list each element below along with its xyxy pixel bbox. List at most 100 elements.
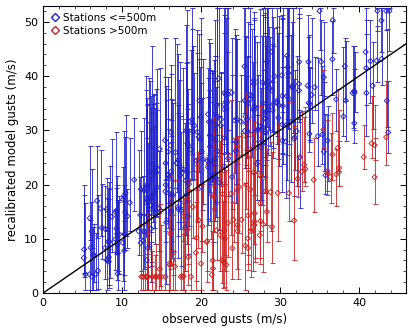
Stations <=500m: [212, 126, 218, 131]
Stations <=500m: [122, 191, 129, 196]
Stations <=500m: [259, 138, 265, 144]
Stations <=500m: [340, 114, 346, 119]
Stations <=500m: [168, 209, 174, 214]
Stations >500m: [157, 266, 163, 272]
Stations >500m: [167, 262, 173, 268]
Stations >500m: [333, 172, 339, 177]
Stations <=500m: [211, 122, 218, 127]
Stations >500m: [229, 246, 236, 251]
Stations >500m: [180, 213, 187, 219]
Stations >500m: [199, 223, 206, 229]
Stations <=500m: [176, 162, 183, 168]
Stations <=500m: [156, 146, 163, 152]
Stations <=500m: [81, 247, 87, 252]
Stations <=500m: [267, 86, 274, 91]
X-axis label: observed gusts (m/s): observed gusts (m/s): [162, 313, 287, 326]
Stations <=500m: [183, 128, 190, 133]
Stations >500m: [383, 134, 389, 140]
Stations <=500m: [214, 148, 220, 154]
Stations <=500m: [349, 90, 356, 96]
Stations <=500m: [112, 209, 119, 215]
Stations <=500m: [91, 253, 98, 258]
Stations <=500m: [143, 187, 150, 193]
Stations <=500m: [104, 226, 111, 232]
Stations >500m: [152, 274, 159, 280]
Stations >500m: [230, 217, 237, 222]
Stations <=500m: [274, 100, 281, 105]
Stations >500m: [257, 201, 263, 206]
Stations <=500m: [280, 103, 286, 109]
Stations <=500m: [262, 130, 269, 135]
Stations >500m: [298, 169, 305, 174]
Stations <=500m: [322, 173, 329, 178]
Stations <=500m: [140, 188, 147, 193]
Stations >500m: [228, 191, 234, 197]
Stations <=500m: [146, 198, 152, 204]
Stations >500m: [234, 222, 241, 228]
Stations <=500m: [145, 212, 151, 218]
Stations <=500m: [275, 115, 282, 121]
Stations >500m: [251, 219, 258, 224]
Stations >500m: [242, 243, 249, 248]
Stations <=500m: [316, 8, 323, 14]
Stations <=500m: [211, 160, 217, 166]
Stations >500m: [291, 218, 297, 223]
Stations <=500m: [185, 213, 191, 219]
Stations <=500m: [173, 160, 180, 166]
Stations <=500m: [150, 171, 156, 176]
Stations >500m: [335, 145, 341, 150]
Stations <=500m: [229, 174, 235, 180]
Legend: Stations <=500m, Stations >500m: Stations <=500m, Stations >500m: [48, 11, 158, 38]
Stations >500m: [184, 227, 191, 232]
Stations <=500m: [189, 121, 195, 126]
Stations >500m: [185, 254, 192, 260]
Stations <=500m: [87, 245, 94, 250]
Stations <=500m: [222, 92, 229, 97]
Stations <=500m: [95, 268, 101, 274]
Stations >500m: [153, 274, 159, 280]
Stations >500m: [211, 194, 217, 200]
Stations <=500m: [374, 8, 381, 14]
Stations <=500m: [262, 110, 269, 115]
Stations <=500m: [162, 161, 169, 166]
Stations >500m: [243, 182, 250, 188]
Stations <=500m: [247, 92, 253, 97]
Stations <=500m: [115, 251, 121, 256]
Stations >500m: [257, 218, 264, 224]
Stations <=500m: [383, 8, 389, 14]
Stations >500m: [190, 204, 196, 209]
Stations <=500m: [97, 206, 104, 211]
Stations <=500m: [165, 149, 171, 154]
Stations <=500m: [177, 168, 184, 173]
Stations <=500m: [106, 239, 113, 244]
Stations <=500m: [113, 226, 120, 231]
Stations >500m: [257, 232, 263, 238]
Stations <=500m: [287, 120, 294, 125]
Stations >500m: [217, 232, 223, 238]
Stations >500m: [238, 217, 245, 222]
Stations <=500m: [252, 106, 258, 112]
Stations <=500m: [241, 98, 248, 103]
Stations >500m: [234, 228, 241, 234]
Stations <=500m: [146, 180, 152, 185]
Stations >500m: [223, 262, 229, 267]
Stations <=500m: [149, 176, 156, 181]
Stations <=500m: [329, 57, 336, 62]
Stations <=500m: [89, 229, 95, 234]
Stations >500m: [245, 245, 251, 251]
Stations <=500m: [265, 104, 271, 109]
Stations <=500m: [206, 133, 213, 138]
Stations <=500m: [255, 127, 262, 132]
Stations >500m: [247, 187, 253, 192]
Stations <=500m: [177, 173, 184, 178]
Stations >500m: [274, 190, 281, 196]
Stations <=500m: [167, 143, 174, 148]
Stations >500m: [221, 260, 227, 265]
Stations <=500m: [284, 53, 290, 58]
Stations <=500m: [306, 131, 313, 136]
Stations <=500m: [244, 128, 251, 134]
Stations >500m: [251, 222, 258, 228]
Stations <=500m: [241, 64, 248, 69]
Stations <=500m: [163, 219, 170, 225]
Stations <=500m: [249, 94, 255, 99]
